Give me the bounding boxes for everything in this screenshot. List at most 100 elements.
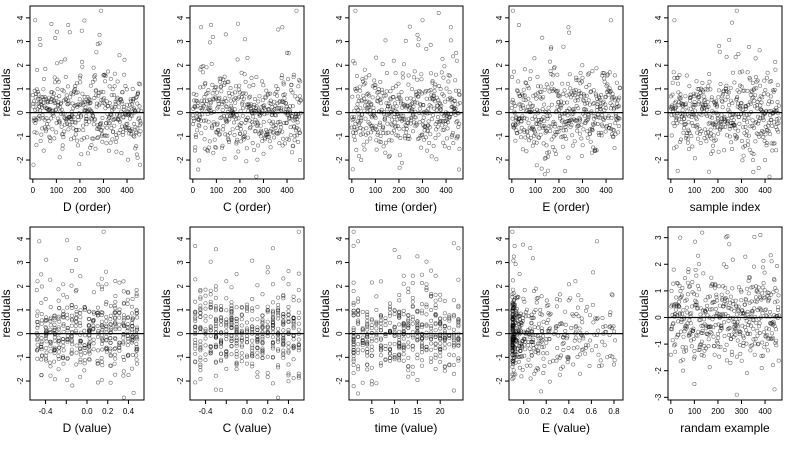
data-point — [715, 115, 720, 120]
data-point — [752, 306, 757, 311]
data-point — [601, 118, 606, 123]
data-point — [745, 70, 750, 75]
data-point — [571, 107, 576, 112]
data-point — [402, 134, 407, 139]
data-point — [683, 94, 688, 99]
data-point — [260, 334, 265, 339]
data-point — [261, 119, 266, 124]
data-point — [742, 302, 747, 307]
data-point — [601, 71, 606, 76]
data-point — [229, 325, 234, 330]
data-point — [725, 290, 730, 295]
data-point — [612, 358, 617, 363]
data-point — [384, 100, 389, 105]
data-point — [374, 147, 379, 152]
data-point — [233, 84, 238, 89]
data-point — [599, 92, 604, 97]
x-tick-label: 0 — [31, 186, 36, 195]
data-point — [539, 328, 544, 333]
data-point — [276, 363, 281, 368]
data-point — [451, 336, 456, 341]
data-point — [369, 326, 374, 331]
data-point — [213, 359, 218, 364]
data-point — [715, 312, 720, 317]
data-point — [544, 321, 549, 326]
data-point — [213, 287, 218, 292]
data-point — [104, 319, 109, 324]
data-point — [133, 96, 138, 101]
data-point — [694, 273, 699, 278]
data-point — [210, 82, 215, 87]
data-point — [100, 363, 105, 368]
data-point — [708, 127, 713, 132]
data-point — [73, 120, 78, 125]
data-point — [198, 306, 203, 311]
data-point — [91, 122, 96, 127]
data-point — [264, 132, 269, 137]
data-point — [588, 139, 593, 144]
data-point — [268, 91, 273, 96]
data-point — [360, 327, 365, 332]
data-point — [456, 111, 461, 116]
data-point — [739, 84, 744, 89]
data-point — [397, 322, 402, 327]
data-point — [408, 96, 413, 101]
data-point — [210, 34, 215, 39]
data-point — [134, 341, 139, 346]
data-point — [46, 125, 51, 130]
data-point — [438, 347, 443, 352]
data-point — [706, 344, 711, 349]
data-point — [238, 127, 243, 132]
data-point — [66, 98, 71, 103]
data-point — [557, 94, 562, 99]
data-point — [276, 332, 281, 337]
data-point — [594, 148, 599, 153]
data-point — [669, 133, 674, 138]
data-point — [383, 38, 388, 43]
data-point — [193, 330, 198, 335]
data-point — [69, 339, 74, 344]
data-point — [669, 327, 674, 332]
data-point — [255, 325, 260, 330]
data-point — [438, 87, 443, 92]
data-point — [536, 367, 541, 372]
data-point — [415, 308, 420, 313]
y-tick-label: 0 — [176, 110, 185, 115]
y-tick-label: 0 — [176, 331, 185, 336]
data-point — [765, 333, 770, 338]
data-point — [668, 352, 673, 357]
data-point — [229, 338, 234, 343]
data-point — [369, 323, 374, 328]
data-point — [401, 312, 406, 317]
data-point — [578, 352, 583, 357]
data-point — [537, 126, 542, 131]
data-point — [356, 111, 361, 116]
data-point — [56, 298, 61, 303]
data-point — [286, 320, 291, 325]
data-point — [602, 79, 607, 84]
data-point — [704, 131, 709, 136]
data-point — [193, 277, 198, 282]
data-point — [270, 310, 275, 315]
data-point — [396, 133, 401, 138]
data-point — [96, 135, 101, 140]
data-point — [744, 129, 749, 134]
data-point — [445, 126, 450, 131]
data-point — [608, 310, 613, 315]
data-point — [610, 103, 615, 108]
data-point — [442, 365, 447, 370]
y-tick-label: 4 — [495, 236, 504, 241]
data-point — [78, 274, 83, 279]
data-point — [117, 53, 122, 58]
data-point — [243, 91, 248, 96]
data-point — [727, 109, 732, 114]
data-point — [205, 148, 210, 153]
data-point — [392, 120, 397, 125]
data-point — [208, 314, 213, 319]
data-point — [255, 157, 260, 162]
data-point — [383, 323, 388, 328]
data-point — [229, 344, 234, 349]
data-point — [723, 124, 728, 129]
data-point — [597, 96, 602, 101]
data-point — [527, 76, 532, 81]
